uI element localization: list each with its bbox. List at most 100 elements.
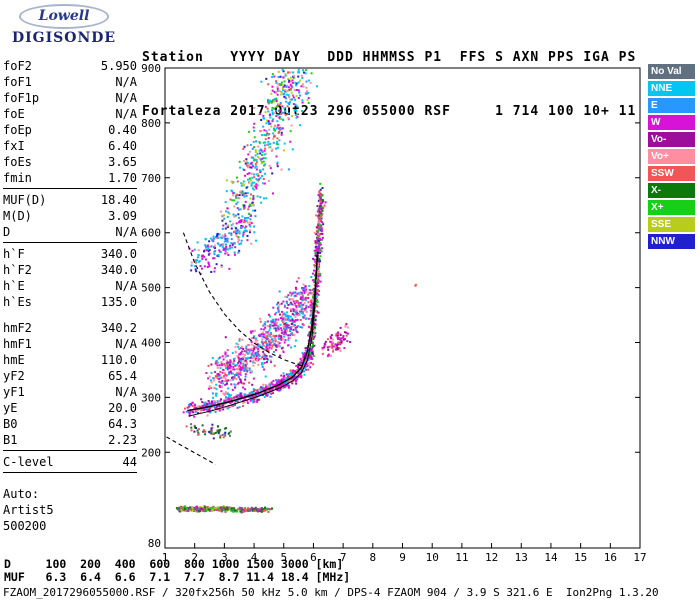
param-value: 6.40 [108,139,137,153]
param-row-B1: B1 2.23 [3,432,137,448]
param-value: 20.0 [108,401,137,415]
legend-item-ssw: SSW [648,166,695,181]
param-value: 110.0 [100,353,137,367]
param-label: foF1p [3,91,40,105]
param-value: N/A [115,279,137,293]
param-value: 64.3 [108,417,137,431]
param-row-yF2: yF2 65.4 [3,368,137,384]
param-label: foEs [3,155,32,169]
param-value: N/A [115,225,137,239]
legend-item-nnw: NNW [648,234,695,249]
param-value: 5.950 [100,59,137,73]
param-row-fmin: fmin 1.70 [3,170,137,186]
param-label: MUF(D) [3,193,47,207]
legend-item-vo-: Vo+ [648,149,695,164]
param-value: 3.09 [108,209,137,223]
param-label: h`E [3,279,25,293]
param-row-Clevel: C-level 44 [3,454,137,470]
parameter-panel: foF2 5.950 foF1 N/A foF1p N/A foE N/A foEp 0.40 fx… [3,58,137,534]
param-row-foF2: foF2 5.950 [3,58,137,74]
legend-item-x-: X- [648,183,695,198]
logo-brand: Lowell [18,4,110,29]
param-label: Auto: [3,487,40,501]
param-row-foEs: foEs 3.65 [3,154,137,170]
param-row-fxI: fxI 6.40 [3,138,137,154]
param-label: foF2 [3,59,32,73]
param-label: 500200 [3,519,47,533]
ionogram-plot [140,58,648,564]
separator [3,472,137,473]
param-row-hE: h`E N/A [3,278,137,294]
param-value: 0.40 [108,123,137,137]
param-row-hF2: h`F2 340.0 [3,262,137,278]
param-label: fmin [3,171,32,185]
separator [3,188,137,189]
legend-item-no-val: No Val [648,64,695,79]
param-value: 340.0 [100,247,137,261]
param-value: 65.4 [108,369,137,383]
legend-item-vo-: Vo- [648,132,695,147]
param-label: yF1 [3,385,25,399]
echo-direction-legend: No Val NNE E W Vo- Vo+ SSW X- X+ SSE NNW [648,64,695,251]
param-row-hmE: hmE 110.0 [3,352,137,368]
param-value: N/A [115,337,137,351]
param-label: foE [3,107,25,121]
param-row-foEp: foEp 0.40 [3,122,137,138]
param-value: 3.65 [108,155,137,169]
param-label: foF1 [3,75,32,89]
lowell-digisonde-logo: Lowell DIGISONDE [6,4,122,46]
param-label: h`F [3,247,25,261]
param-label: C-level [3,455,54,469]
param-row-B0: B0 64.3 [3,416,137,432]
param-label: M(D) [3,209,32,223]
param-value: 340.2 [100,321,137,335]
param-label: hmE [3,353,25,367]
param-label: foEp [3,123,32,137]
param-row-500200: 500200 [3,518,137,534]
param-value: N/A [115,91,137,105]
param-value: 1.70 [108,171,137,185]
logo-product: DIGISONDE [11,30,117,46]
param-value: 18.40 [100,193,137,207]
d-muf-table: D 100 200 400 600 800 1000 1500 3000 [km… [4,557,351,584]
param-label: yE [3,401,18,415]
param-value: N/A [115,107,137,121]
param-row-hEs: h`Es 135.0 [3,294,137,310]
param-value: N/A [115,75,137,89]
param-value: 44 [122,455,137,469]
param-row-foF1p: foF1p N/A [3,90,137,106]
param-label: B1 [3,433,18,447]
param-value: N/A [115,385,137,399]
param-label: h`F2 [3,263,32,277]
legend-item-x-: X+ [648,200,695,215]
param-value: 2.23 [108,433,137,447]
legend-item-sse: SSE [648,217,695,232]
param-label: yF2 [3,369,25,383]
param-row-Artist5: Artist5 [3,502,137,518]
param-label: B0 [3,417,18,431]
legend-item-nne: NNE [648,81,695,96]
param-row-hmF1: hmF1 N/A [3,336,137,352]
legend-item-e: E [648,98,695,113]
param-row-foE: foE N/A [3,106,137,122]
param-label: hmF2 [3,321,32,335]
param-value: 340.0 [100,263,137,277]
param-row-hmF2: hmF2 340.2 [3,320,137,336]
param-row-hF: h`F 340.0 [3,246,137,262]
param-value: 135.0 [100,295,137,309]
param-row-MUFD: MUF(D) 18.40 [3,192,137,208]
param-row-foF1: foF1 N/A [3,74,137,90]
param-row-D: D N/A [3,224,137,240]
file-info-footer: FZAOM_2017296055000.RSF / 320fx256h 50 k… [3,586,659,599]
separator [3,450,137,451]
param-label: hmF1 [3,337,32,351]
param-label: D [3,225,11,239]
param-label: fxI [3,139,25,153]
param-row-Auto: Auto: [3,486,137,502]
param-label: Artist5 [3,503,54,517]
legend-item-w: W [648,115,695,130]
param-label: h`Es [3,295,32,309]
param-row-yF1: yF1 N/A [3,384,137,400]
separator [3,242,137,243]
